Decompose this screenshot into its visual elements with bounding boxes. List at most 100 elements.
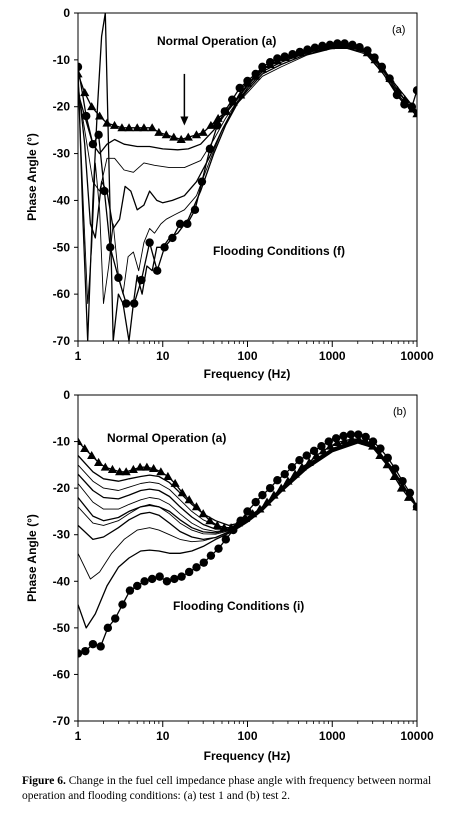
data-point-circle [88,140,98,149]
data-point-circle [318,41,327,50]
data-point-circle [235,83,244,93]
data-point-circle [111,614,120,623]
data-point-triangle [139,123,149,132]
y-tick-label: -40 [53,574,71,588]
data-point-circle [324,437,333,446]
annotation-flooding-conditions-b: Flooding Conditions (i) [173,599,304,613]
series-line [78,13,333,341]
data-point-circle [405,488,415,497]
data-point-triangle [100,462,110,471]
data-point-circle [258,490,267,500]
data-point-circle [78,62,83,72]
data-point-triangle [340,436,350,445]
data-point-triangle [325,441,335,450]
y-ticks-a: 0 -10 -20 -30 -40 -50 -60 -70 [53,6,78,348]
data-point-triangle [156,467,166,476]
data-point-triangle [142,462,152,471]
series-line [78,47,417,239]
data-point-circle [106,243,115,252]
data-point-circle [273,476,282,485]
data-point-circle [118,600,127,609]
series-2 [78,45,417,155]
data-point-circle [88,639,98,649]
y-tick-label: 0 [63,388,70,402]
x-tick-label: 1000 [319,349,346,363]
panel-label-a: (a) [392,24,405,36]
data-point-triangle [147,123,157,132]
data-point-circle [317,442,326,451]
data-point-triangle [115,467,125,476]
series-4 [78,47,417,239]
data-point-circle [103,623,113,633]
data-point-circle [412,86,417,95]
panel-label-b: (b) [393,406,406,418]
data-point-triangle [87,102,97,111]
data-point-circle [383,453,392,463]
data-point-circle [368,437,378,446]
data-point-circle [295,456,304,465]
data-point-circle [168,233,177,243]
data-point-circle [251,497,260,507]
data-point-circle [412,502,417,511]
y-tick-label: -60 [53,667,71,681]
data-point-circle [199,558,208,567]
data-point-circle [363,46,372,55]
data-point-circle [155,572,164,581]
data-point-triangle [117,123,127,132]
data-point-triangle [184,495,194,504]
data-point-circle [145,238,154,247]
data-point-triangle [78,436,83,446]
data-point-circle [78,649,83,658]
y-tick-label: -20 [53,100,71,114]
data-point-circle [370,53,379,62]
data-point-circle [355,43,364,52]
data-point-circle [160,243,169,252]
data-point-triangle [124,123,134,132]
x-axis-title-a: Frequency (Hz) [204,367,291,381]
chart-panel-a: (a) 0 -10 -20 -30 -40 -50 -60 -70 1 10 100 1000 100… [25,6,434,381]
data-point-circle [96,642,105,651]
x-tick-label: 1 [75,349,82,363]
data-point-triangle [154,127,164,136]
data-point-circle [121,299,131,308]
series-line [78,45,417,155]
data-point-circle [147,574,157,584]
annotation-normal-operation-b: Normal Operation (a) [107,431,226,445]
series-line [78,439,417,530]
data-point-triangle [191,502,202,511]
y-tick-label: -70 [53,334,71,348]
data-point-circle [273,54,282,63]
data-point-triangle [80,443,90,453]
annotation-normal-operation-a: Normal Operation (a) [157,34,276,48]
plot-area-a [77,12,418,342]
y-tick-label: -10 [53,53,71,67]
data-point-circle [333,39,342,48]
data-point-circle [346,430,356,439]
data-point-circle [243,507,252,516]
data-point-triangle [206,120,216,129]
data-point-triangle [161,130,171,139]
data-point-circle [177,572,186,581]
data-point-circle [398,476,407,486]
x-tick-label: 10000 [400,729,434,743]
data-point-circle [192,563,201,572]
y-tick-label: -50 [53,621,71,635]
series-line [78,46,417,192]
data-point-circle [376,444,385,453]
data-point-circle [100,186,109,196]
data-point-circle [162,577,172,586]
x-tick-label: 1000 [319,729,346,743]
data-point-circle [295,47,305,57]
x-ticks-b: 1 10 100 1000 10000 [75,721,434,743]
data-point-circle [114,273,123,282]
series-1 [78,434,417,532]
data-point-circle [137,275,146,285]
x-tick-label: 100 [237,349,257,363]
series-line [78,433,417,655]
y-tick-label: -70 [53,714,71,728]
data-point-circle [205,144,215,154]
series-layer-b [78,430,417,658]
data-point-triangle [169,132,179,141]
data-point-triangle [132,123,142,132]
